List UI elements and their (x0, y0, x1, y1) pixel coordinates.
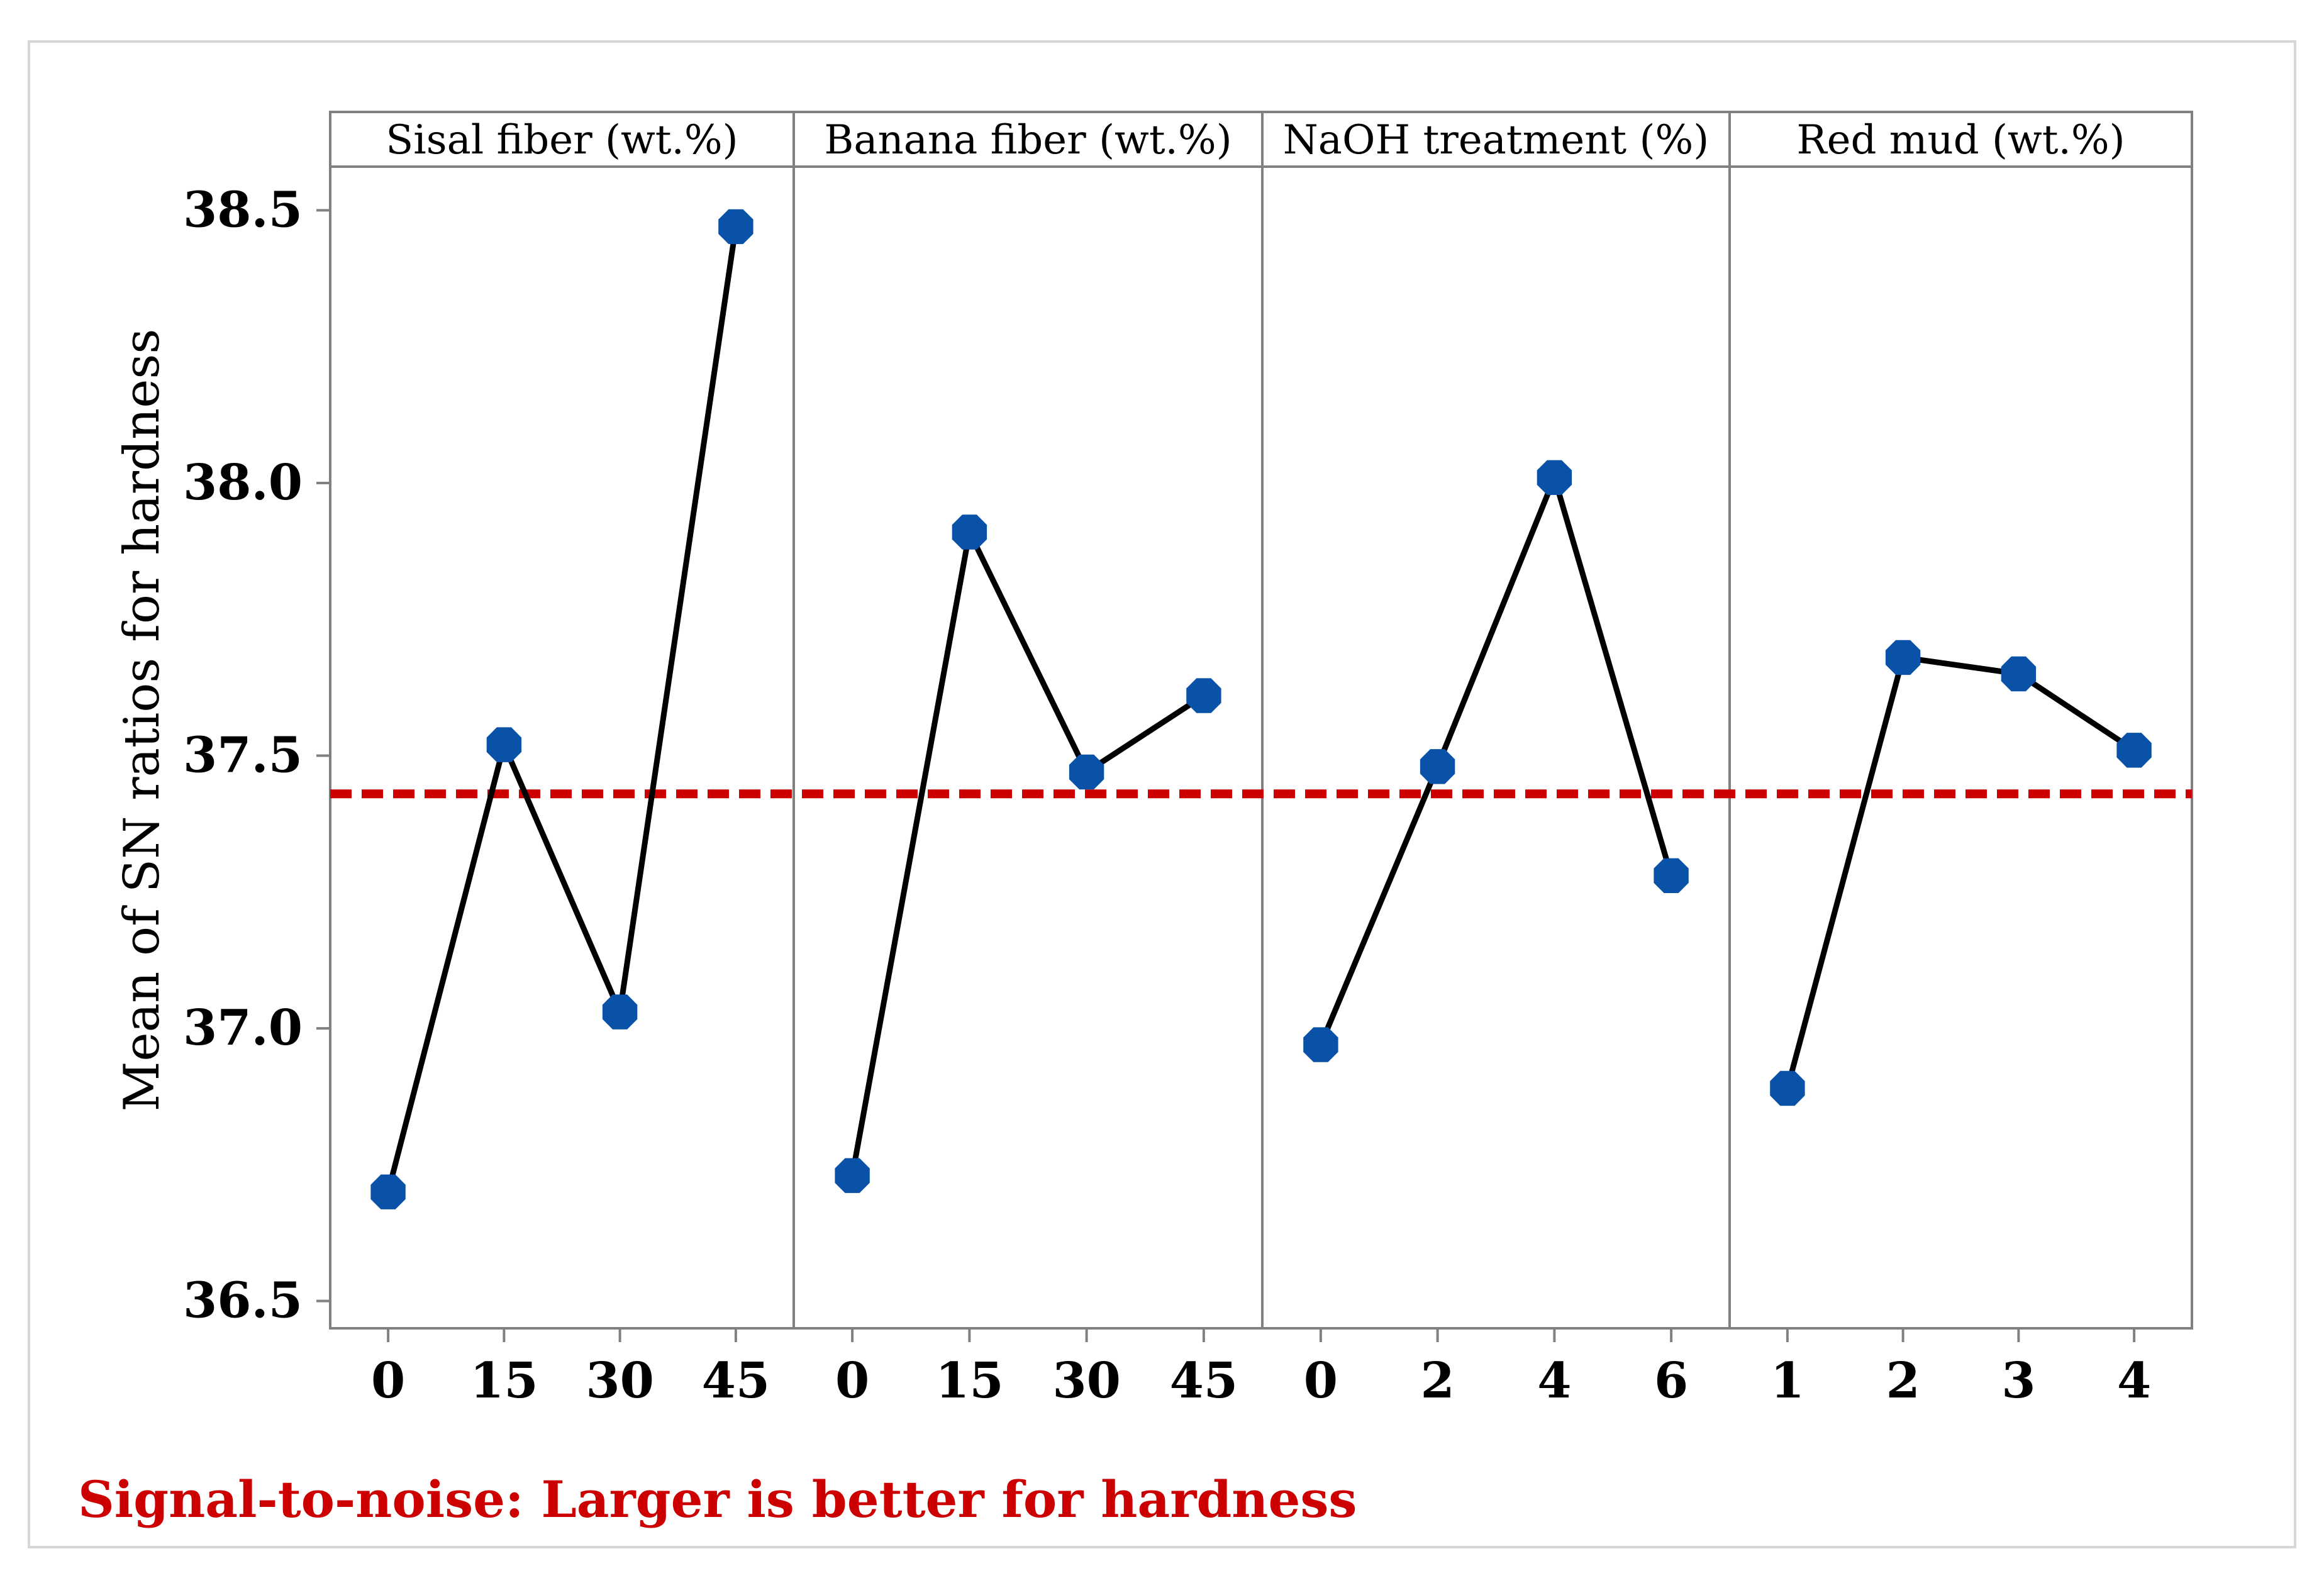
data-point (1770, 1070, 1805, 1106)
panel-3: NaOH treatment (%) 0 2 4 6 (1283, 117, 1709, 1409)
x-tick-label: 0 (835, 1352, 869, 1409)
series-line (1318, 474, 1674, 1046)
data-point (1654, 858, 1689, 893)
data-point (1537, 460, 1572, 495)
data-point (1303, 1027, 1338, 1062)
data-point (486, 727, 522, 762)
panel-2: Banana fiber (wt.%) 0 15 30 45 (824, 117, 1238, 1409)
y-tick-label: 38.5 (183, 181, 303, 238)
x-tick-label: 1 (1771, 1352, 1804, 1409)
panel-title: Red mud (wt.%) (1796, 117, 2125, 164)
x-tick-label: 4 (1537, 1352, 1571, 1409)
data-point (2116, 733, 2152, 768)
panel-title: Sisal fiber (wt.%) (386, 117, 738, 164)
x-tick-label: 3 (2001, 1352, 2035, 1409)
x-tick-label: 2 (1886, 1352, 1920, 1409)
data-point (1186, 678, 1221, 713)
x-tick-label: 0 (1304, 1352, 1338, 1409)
series-line (849, 529, 1206, 1177)
footnote: Signal-to-noise: Larger is better for ha… (78, 1470, 1357, 1529)
x-tick-label: 4 (2117, 1352, 2151, 1409)
data-point (370, 1174, 406, 1209)
x-tick-label: 15 (935, 1352, 1004, 1409)
y-tick-label: 37.0 (183, 999, 303, 1057)
data-point (2001, 656, 2037, 692)
panel-title: NaOH treatment (%) (1283, 117, 1709, 164)
data-point (718, 209, 753, 245)
x-tick-label: 6 (1654, 1352, 1688, 1409)
x-tick-label: 30 (586, 1352, 654, 1409)
series-line (1784, 654, 2136, 1089)
x-tick-label: 2 (1420, 1352, 1454, 1409)
y-tick-label: 38.0 (183, 454, 303, 511)
data-point (835, 1158, 870, 1193)
x-tick-label: 30 (1052, 1352, 1121, 1409)
series-line (385, 226, 739, 1193)
y-axis-label: Mean of SN ratios for hardness (114, 329, 170, 1112)
data-point (602, 994, 638, 1030)
y-axis: 36.5 37.0 37.5 38.0 38.5 (183, 181, 330, 1330)
data-point (1420, 749, 1455, 784)
data-point (952, 514, 987, 550)
x-tick-label: 15 (470, 1352, 538, 1409)
x-tick-label: 45 (1170, 1352, 1238, 1409)
data-point (1885, 640, 1921, 675)
y-tick-label: 37.5 (183, 727, 303, 784)
panel-1: Sisal fiber (wt.%) 0 15 30 45 (370, 117, 770, 1409)
x-tick-label: 0 (371, 1352, 405, 1409)
panel-title: Banana fiber (wt.%) (824, 117, 1231, 164)
x-tick-label: 45 (702, 1352, 770, 1409)
data-point (1069, 754, 1104, 790)
panel-4: Red mud (wt.%) 1 2 3 4 (1770, 117, 2152, 1409)
y-tick-label: 36.5 (183, 1272, 303, 1330)
